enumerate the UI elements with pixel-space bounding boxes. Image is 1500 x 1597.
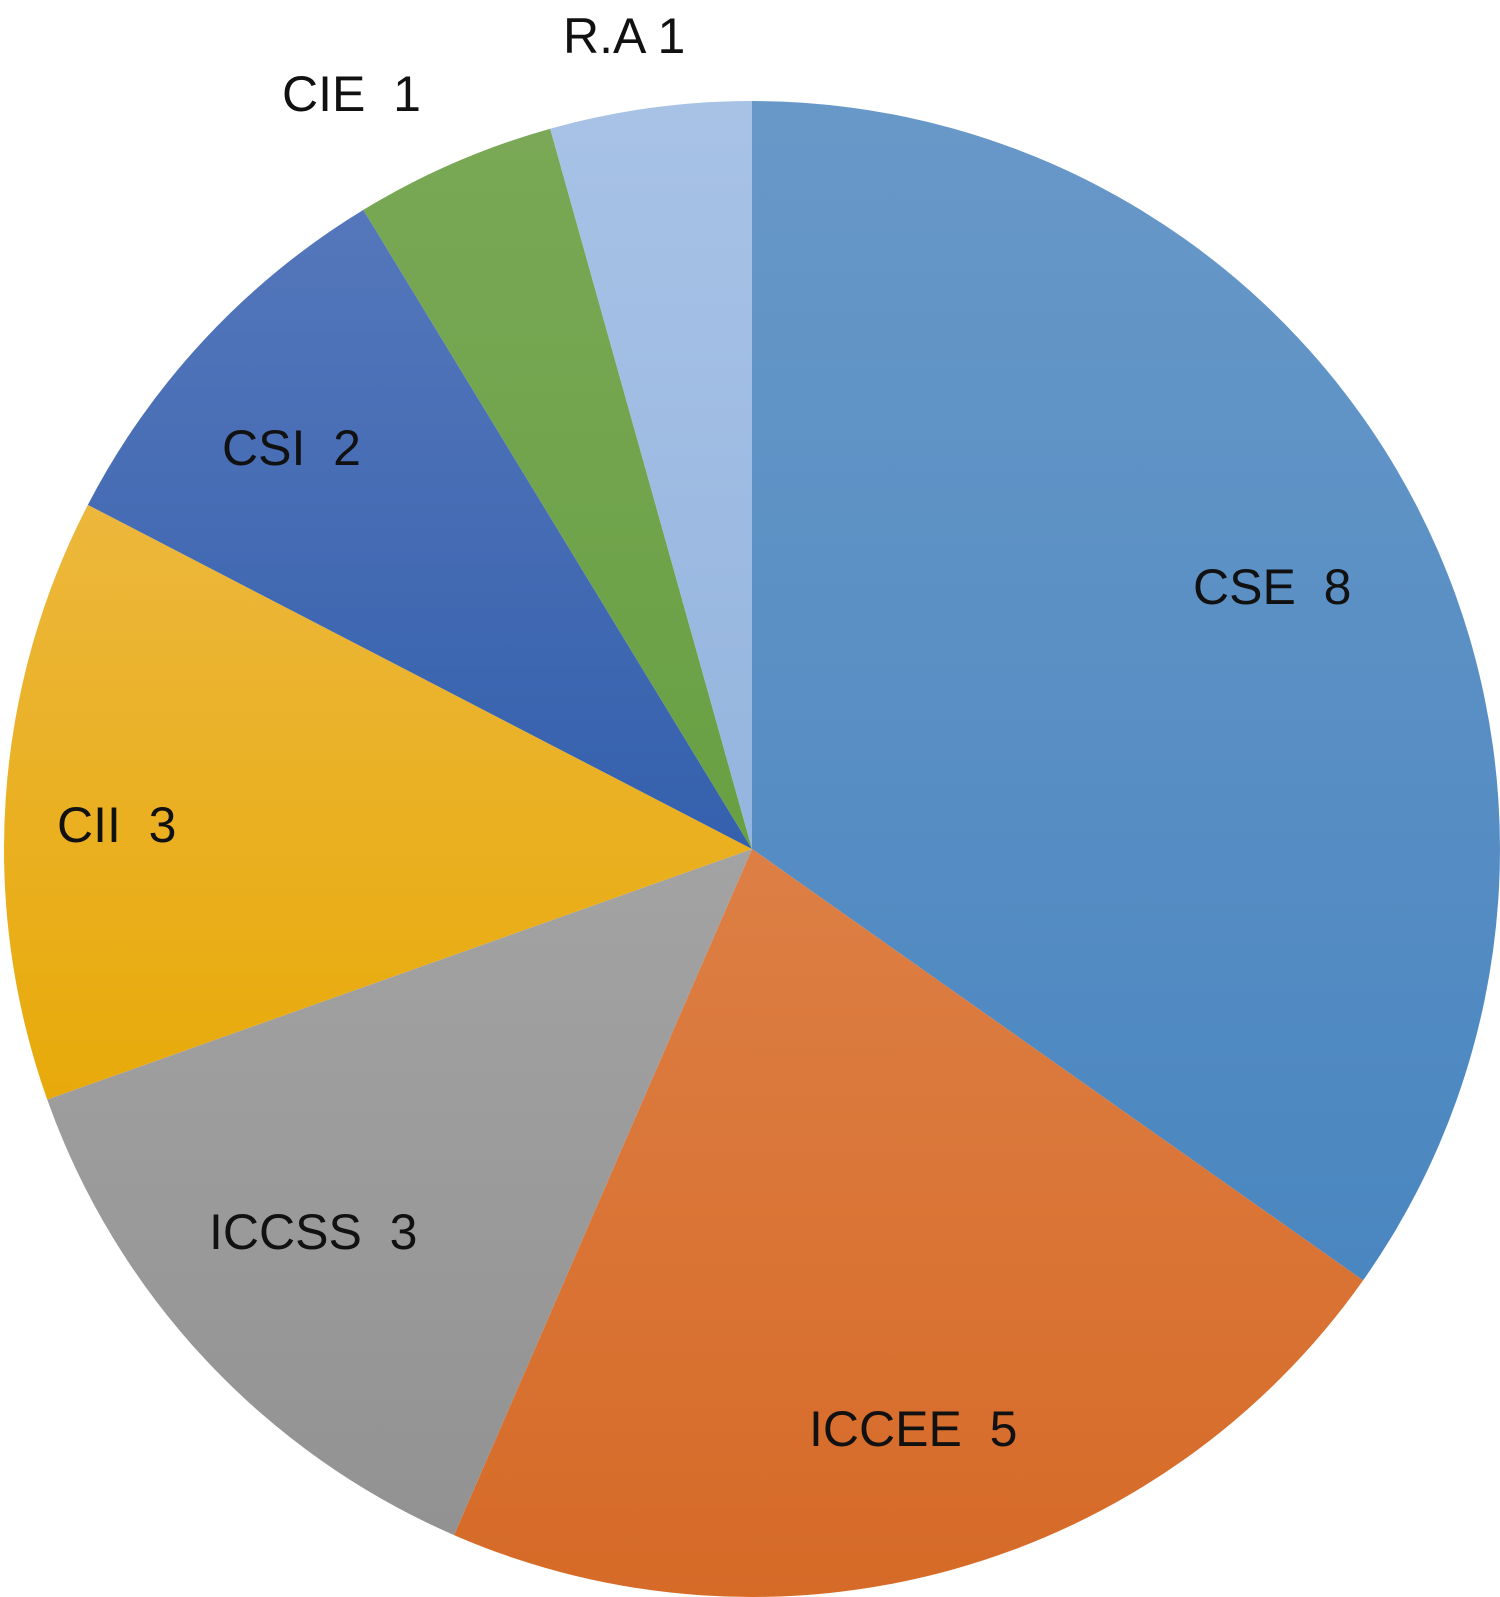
pie-slice-cie xyxy=(363,128,752,850)
slices-layer xyxy=(3,101,1500,1597)
pie-slice-cii xyxy=(3,504,752,1100)
data-label-r-a: R.A 1 xyxy=(563,8,685,64)
pie-slice-iccss xyxy=(47,849,752,1536)
labels-layer: CSE 8 ICCEE 5 ICCSS 3 CII 3 CSI 2 CIE 1 R.A 1 xyxy=(57,8,1351,1457)
data-label-iccee: ICCEE 5 xyxy=(809,1401,1017,1457)
pie-slice-r-a xyxy=(550,101,752,849)
data-label-cii: CII 3 xyxy=(57,797,176,853)
pie-slice-iccee xyxy=(454,849,1364,1597)
data-label-iccss: ICCSS 3 xyxy=(209,1204,417,1260)
pie-slice-cse xyxy=(752,101,1500,1281)
pie-slice-csi xyxy=(87,209,753,849)
data-label-cse: CSE 8 xyxy=(1193,559,1351,615)
data-label-csi: CSI 2 xyxy=(222,420,361,476)
data-label-cie: CIE 1 xyxy=(282,66,421,122)
